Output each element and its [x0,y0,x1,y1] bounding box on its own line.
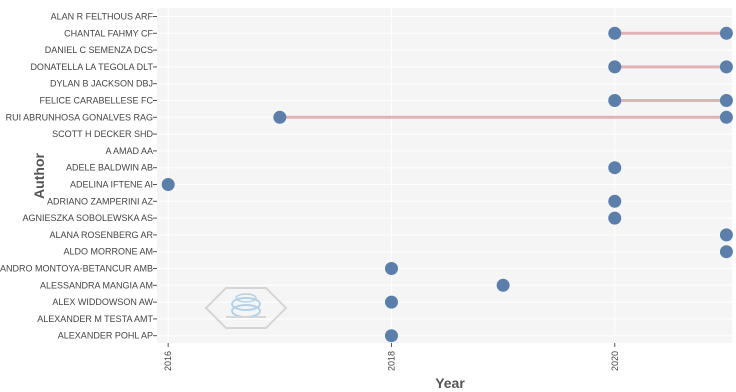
y-tick-label: DYLAN B JACKSON DBJ [50,79,153,89]
y-tick-label: ALESSANDRA MANGIA AM [40,280,153,290]
segments [278,31,728,119]
data-point [608,161,622,175]
y-tick-label: SCOTT H DECKER SHD [52,129,153,139]
data-point [496,278,510,292]
x-axis-ticks: 2016 2018 2020 [163,343,620,371]
y-tick-label: ALAN R FELTHOUS ARF [51,12,154,22]
y-tick-label: ALEX WIDDOWSON AW [52,297,153,307]
x-tick-label: 2016 [163,351,173,371]
data-point [719,60,733,74]
data-point [161,178,175,191]
data-point [608,211,622,225]
y-tick-label: RUI ABRUNHOSA GONALVES RAG [6,112,153,122]
y-tick-label: ALEXANDER M TESTA AMT [37,314,153,324]
y-tick-label: CHANTAL FAHMY CF [64,28,153,38]
y-tick-label: ALDO MORRONE AM [63,247,153,257]
grid-lines [157,8,732,343]
data-point [719,94,733,107]
y-tick-label: A AMAD AA [105,146,153,156]
data-point [384,295,398,309]
data-point [719,228,733,242]
y-tick-label: ALANA ROSENBERG AR [49,230,153,240]
y-tick-label: ADRIANO ZAMPERINI AZ [47,196,154,206]
data-point [384,262,398,275]
y-tick-label: ADELE BALDWIN AB [66,163,153,173]
y-tick-label: AGNIESZKA SOBOLEWSKA AS [22,213,153,223]
y-axis-title: Author [31,153,47,199]
y-tick-label: DANIEL C SEMENZA DCS [45,45,153,55]
plot-background [157,8,732,343]
x-axis-title: Year [435,375,465,391]
data-point [273,110,287,124]
data-point [719,245,733,259]
y-tick-label: ALEXANDER POHL AP [58,331,153,341]
data-point [719,26,733,40]
y-tick-label: DONATELLA LA TEGOLA DLT [30,62,153,72]
data-point [719,110,733,124]
data-point [384,329,398,343]
x-tick-label: 2020 [610,351,620,371]
y-tick-label: FELICE CARABELLESE FC [39,96,153,106]
data-point [608,60,622,74]
data-point [608,26,622,40]
points [161,26,733,343]
bibliometrix-logo-watermark [204,287,288,329]
y-tick-label: ALEJANDRO MONTOYA-BETANCUR AMB [0,264,153,274]
y-tick-label: ADELINA IFTENE AI [70,180,153,190]
y-axis-ticks: ALAN R FELTHOUS ARF CHANTAL FAHMY CF DANIE… [0,12,157,341]
x-tick-label: 2018 [386,351,396,371]
data-point [608,194,622,208]
data-point [608,94,622,107]
